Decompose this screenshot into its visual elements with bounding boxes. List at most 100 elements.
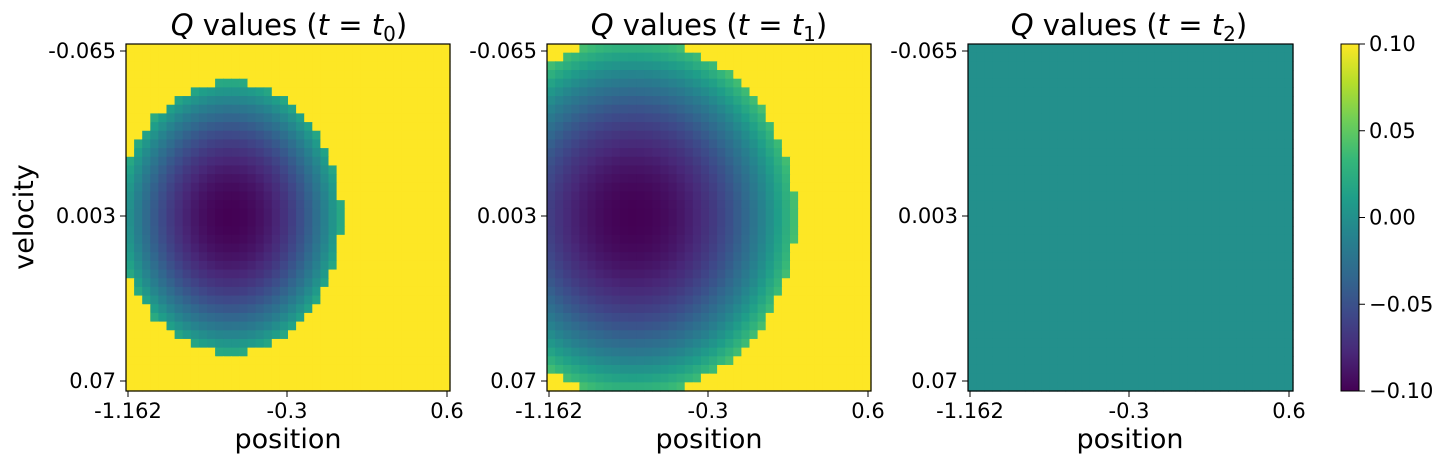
heatmap-cell [1089,286,1099,297]
heatmap-cell [1000,356,1010,366]
heatmap-cell [1114,139,1123,149]
heatmap-cell [1171,373,1180,383]
heatmap-cell [126,44,135,54]
heatmap-cell [1276,304,1286,314]
heatmap-cell [174,208,184,219]
heatmap-cell [733,286,742,297]
heatmap-cell [984,304,993,314]
panel-1-title: Q values (t = t1) [591,8,827,46]
heatmap-cell [830,286,840,297]
heatmap-cell [1024,61,1034,71]
heatmap-cell [1195,113,1205,123]
heatmap-cell [312,130,321,141]
heatmap-cell [425,174,435,184]
heatmap-cell [1284,156,1294,167]
heatmap-cell [668,226,678,236]
heatmap-cell [1284,260,1294,271]
heatmap-cell [1154,252,1164,262]
heatmap-cell [158,96,168,106]
heatmap-cell [628,78,637,88]
heatmap-cell [1187,338,1197,349]
heatmap-cell [279,148,289,158]
heatmap-cell [174,96,184,106]
heatmap-cell [1244,304,1253,314]
heatmap-cell [1203,252,1213,262]
heatmap-cell [1089,295,1099,305]
heatmap-cell [1049,52,1058,62]
heatmap-cell [174,165,184,175]
heatmap-cell [628,304,637,314]
heatmap-cell [231,347,240,357]
heatmap-cell [215,356,224,366]
heatmap-cell [1163,226,1172,236]
heatmap-cell [644,364,653,375]
heatmap-cell [174,356,184,366]
heatmap-cell [401,234,411,245]
heatmap-cell [1106,269,1115,279]
heatmap-cell [126,208,135,219]
heatmap-cell [547,104,556,115]
heatmap-cell [1098,165,1107,175]
heatmap-cell [1146,130,1156,141]
heatmap-cell [765,373,775,383]
heatmap-cell [288,44,297,54]
heatmap-cell [757,321,767,331]
heatmap-cell [1154,278,1164,288]
heatmap-cell [360,243,370,253]
heatmap-cell [644,252,653,262]
heatmap-cell [830,252,840,262]
heatmap-cell [296,226,305,236]
heatmap-cell [1154,234,1164,245]
heatmap-cell [798,70,807,80]
heatmap-cell [344,87,354,97]
heatmap-cell [1049,165,1058,175]
heatmap-cell [1211,347,1221,357]
heatmap-cell [1236,243,1245,253]
heatmap-cell [798,295,807,305]
heatmap-cell [1106,44,1115,54]
heatmap-cell [1236,70,1245,80]
heatmap-cell [1179,234,1188,245]
heatmap-cell [1057,174,1067,184]
heatmap-cell [174,113,184,123]
heatmap-cell [1228,243,1237,253]
heatmap-cell [692,130,702,141]
heatmap-cell [150,130,159,141]
heatmap-cell [992,122,1002,132]
heatmap-cell [684,312,694,323]
heatmap-cell [1284,304,1294,314]
heatmap-cell [1016,347,1026,357]
heatmap-cell [336,130,346,141]
heatmap-cell [304,356,313,366]
heatmap-cell [717,260,726,271]
heatmap-cell [1260,70,1270,80]
heatmap-cell [652,70,661,80]
heatmap-cell [741,382,751,392]
heatmap-cell [1228,356,1237,366]
heatmap-cell [1122,243,1132,253]
heatmap-cell [846,61,856,71]
heatmap-cell [1057,356,1067,366]
heatmap-cell [1098,61,1107,71]
heatmap-cell [417,191,427,201]
heatmap-cell [1098,113,1107,123]
heatmap-cell [1057,44,1067,54]
heatmap-cell [547,286,556,297]
heatmap-cell [765,191,775,201]
heatmap-cell [336,78,346,88]
heatmap-cell [1187,312,1197,323]
heatmap-cell [579,347,589,357]
heatmap-cell [968,139,977,149]
heatmap-cell [765,217,775,227]
heatmap-cell [401,148,411,158]
heatmap-cell [595,208,605,219]
heatmap-cell [360,52,370,62]
heatmap-cell [668,364,678,375]
heatmap-cell [1008,356,1018,366]
heatmap-cell [1138,217,1148,227]
heatmap-cell [692,52,702,62]
heatmap-cell [1154,312,1164,323]
heatmap-cell [781,226,791,236]
heatmap-cell [790,321,799,331]
heatmap-cell [773,208,783,219]
